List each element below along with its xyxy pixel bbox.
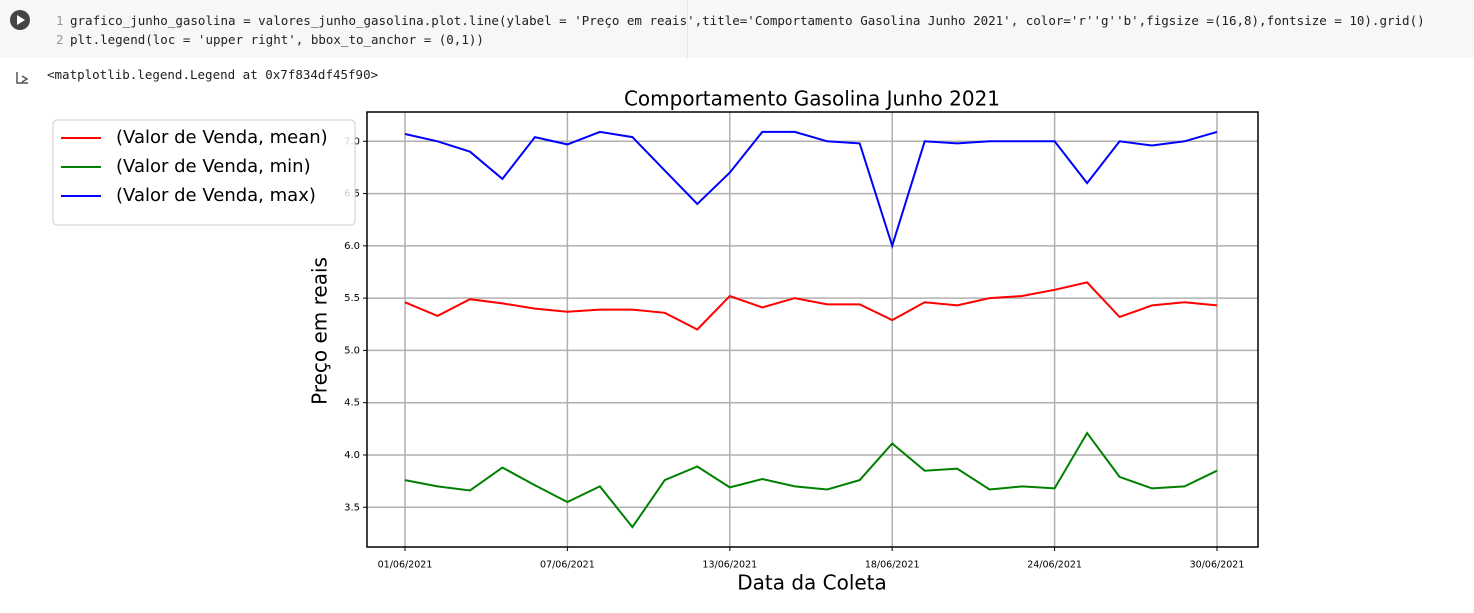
- line-number: 1: [56, 13, 64, 28]
- plot-frame: [366, 111, 1259, 548]
- x-tick-label: 24/06/2021: [1027, 560, 1082, 571]
- series-line: [404, 431, 1218, 529]
- ruler: [687, 0, 688, 58]
- y-tick-label: 6.0: [344, 241, 360, 252]
- x-tick-label: 07/06/2021: [540, 560, 595, 571]
- y-tick-label: 4.5: [344, 398, 360, 409]
- output-text: <matplotlib.legend.Legend at 0x7f834df45…: [47, 67, 379, 82]
- x-tick-label: 18/06/2021: [865, 560, 920, 571]
- legend-label: (Valor de Venda, mean): [116, 127, 328, 148]
- output-arrow: [16, 72, 28, 84]
- legend: (Valor de Venda, mean) (Valor de Venda, m…: [52, 119, 356, 226]
- y-tick-label: 5.5: [344, 293, 360, 304]
- legend-box: [52, 119, 356, 226]
- x-tick-label: 13/06/2021: [702, 560, 757, 571]
- series-line: [404, 281, 1218, 331]
- y-tick-label: 3.5: [344, 502, 360, 513]
- run-button[interactable]: [2, 2, 42, 42]
- code-line: plt.legend(loc = 'upper right', bbox_to_…: [70, 32, 484, 47]
- output-icon: [16, 72, 29, 84]
- y-tick-label: 5.0: [344, 345, 360, 356]
- code-line: grafico_junho_gasolina = valores_junho_g…: [70, 13, 1425, 28]
- chart-title: Comportamento Gasolina Junho 2021: [624, 87, 1000, 111]
- line-number: 2: [56, 32, 64, 47]
- x-axis-label: Data da Coleta: [737, 571, 887, 595]
- y-axis-label: Preço em reais: [308, 257, 332, 405]
- y-tick-label: 4.0: [344, 450, 360, 461]
- x-tick-label: 30/06/2021: [1190, 560, 1245, 571]
- legend-label: (Valor de Venda, min): [116, 156, 311, 177]
- x-tick-label: 01/06/2021: [378, 560, 433, 571]
- output-arrow: [21, 75, 29, 83]
- series-line: [404, 130, 1218, 250]
- run-icon[interactable]: [17, 15, 25, 25]
- legend-label: (Valor de Venda, max): [116, 185, 316, 206]
- code-cell: 1 2 grafico_junho_gasolina = valores_jun…: [0, 0, 1474, 58]
